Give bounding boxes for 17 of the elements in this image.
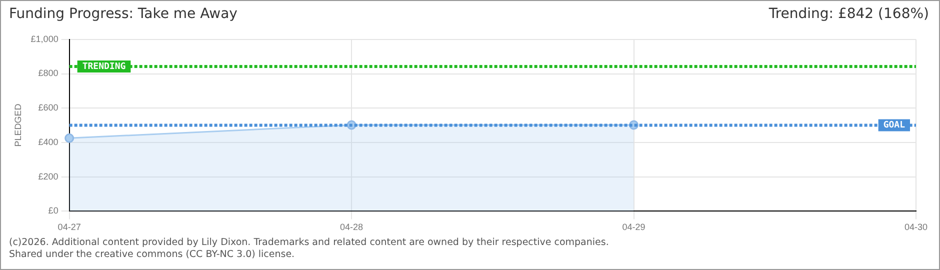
x-tick-label: 04-30 xyxy=(904,222,928,232)
chart-subtitle: Trending: £842 (168%) xyxy=(768,6,929,22)
y-tick-label: £400 xyxy=(38,136,58,147)
x-tick-label: 04-28 xyxy=(340,222,364,232)
x-tick-label: 04-29 xyxy=(622,222,646,232)
x-tick-label: 04-27 xyxy=(58,222,81,232)
y-tick-label: £1,000 xyxy=(30,34,58,44)
ref-line-label: TRENDING xyxy=(82,62,126,72)
chart-title: Funding Progress: Take me Away xyxy=(9,6,238,22)
y-tick-label: £800 xyxy=(38,68,58,78)
ref-line-label: GOAL xyxy=(883,120,906,131)
y-axis-title: PLEDGED xyxy=(12,103,23,147)
text: Shared under the creative commons (CC BY-NC 3.0) license. xyxy=(9,249,296,261)
y-tick-label: £0 xyxy=(48,206,58,216)
y-tick-label: £600 xyxy=(38,102,58,113)
y-tick-label: £200 xyxy=(38,171,58,182)
text: (c)2026. Additional content provided by Lily Dixon. Trademarks and related content are owned by their respective companies. xyxy=(9,237,609,249)
